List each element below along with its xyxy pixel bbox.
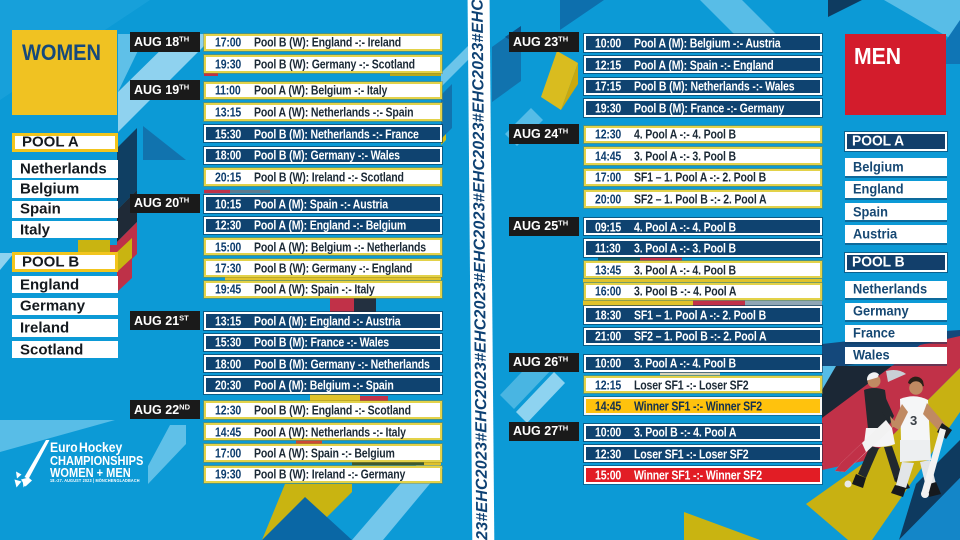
svg-text:3: 3: [910, 413, 917, 428]
